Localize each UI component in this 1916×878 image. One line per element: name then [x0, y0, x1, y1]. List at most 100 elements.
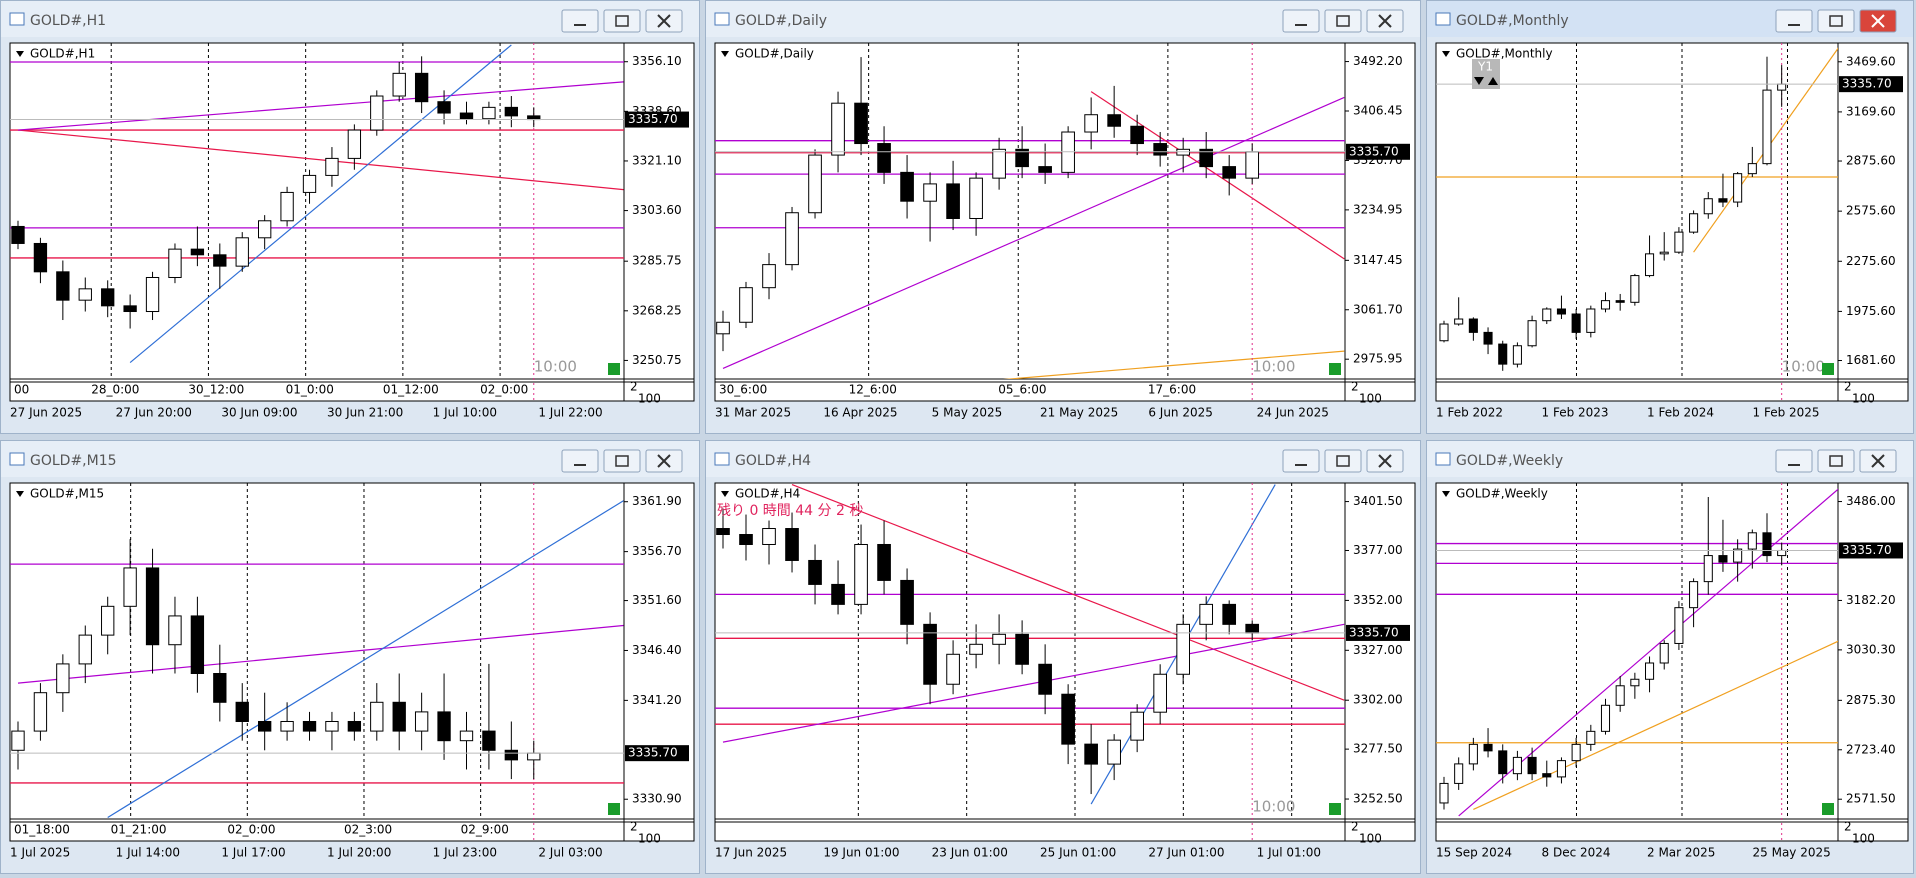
current-price-box	[1839, 542, 1903, 559]
indicator-scale-label: 100	[638, 832, 661, 846]
symbol-menu-arrow[interactable]	[721, 51, 729, 57]
minimize-button[interactable]	[1282, 449, 1320, 473]
candle-body	[101, 605, 115, 636]
candle-body	[1645, 253, 1655, 277]
maximize-icon	[1336, 455, 1350, 467]
trade-indicator	[1822, 803, 1834, 815]
candle-body	[123, 567, 137, 607]
candle-body	[280, 191, 294, 222]
minimize-button[interactable]	[1775, 9, 1813, 33]
indicator-scale-label: 100	[1359, 832, 1382, 846]
candle-body	[213, 254, 227, 267]
price-label: 3327.00	[1353, 643, 1403, 657]
candle-body	[1718, 198, 1728, 203]
candle-body	[1630, 678, 1640, 687]
indicator-scale-label: 100	[1852, 832, 1875, 846]
current-price-box	[625, 745, 689, 762]
price-label: 2571.50	[1846, 792, 1896, 806]
price-label: 3302.00	[1353, 693, 1403, 707]
current-price-label: 3335.70	[628, 112, 678, 126]
time-label: 1 Jul 01:00	[1257, 846, 1321, 860]
window-icon	[714, 452, 730, 466]
candle-body	[1542, 308, 1552, 322]
price-label: 2275.60	[1846, 254, 1896, 268]
time-label: 31 Mar 2025	[715, 406, 791, 420]
candle-body	[302, 720, 317, 732]
indicator-scale-label: 100	[1852, 392, 1875, 406]
candle-body	[459, 112, 474, 120]
candle-body	[1747, 532, 1757, 550]
candle-body	[437, 711, 451, 742]
candle-body	[56, 663, 70, 694]
maximize-button[interactable]	[603, 9, 641, 33]
price-label: 3234.95	[1353, 202, 1403, 216]
price-label: 3406.45	[1353, 104, 1403, 118]
symbol-label: GOLD#,Daily	[735, 47, 814, 61]
candle-body	[1556, 760, 1566, 778]
candle-body	[1130, 125, 1144, 145]
close-icon	[1871, 454, 1885, 468]
candle-body	[1556, 308, 1566, 315]
symbol-menu-arrow[interactable]	[1442, 51, 1450, 57]
separator-label: 02_0:00	[227, 823, 275, 837]
maximize-button[interactable]	[1324, 9, 1362, 33]
candle-body	[946, 183, 960, 219]
close-icon	[1378, 14, 1392, 28]
period-down[interactable]	[1474, 77, 1484, 85]
symbol-menu-arrow[interactable]	[16, 491, 24, 497]
maximize-button[interactable]	[1324, 449, 1362, 473]
candle-body	[459, 730, 474, 742]
candle-body	[1199, 603, 1214, 625]
maximize-button[interactable]	[603, 449, 641, 473]
time-label: 27 Jun 2025	[10, 406, 82, 420]
price-label: 3285.75	[632, 254, 682, 268]
minimize-button[interactable]	[1282, 9, 1320, 33]
candle-body	[1747, 163, 1757, 175]
time-label: 6 Jun 2025	[1148, 406, 1213, 420]
separator-label: 02_0:00	[480, 383, 528, 397]
time-note: 10:00	[1252, 798, 1295, 816]
maximize-button[interactable]	[1817, 9, 1855, 33]
candle-body	[831, 583, 845, 605]
price-label: 3321.10	[632, 153, 682, 167]
chart-frame	[1435, 482, 1909, 842]
trendline	[1090, 91, 1345, 260]
separator-label: 01_0:00	[286, 383, 334, 397]
candle-body	[1038, 166, 1052, 173]
window-icon	[9, 452, 25, 466]
candle-body	[11, 225, 25, 244]
time-label: 2 Mar 2025	[1647, 846, 1715, 860]
minimize-button[interactable]	[1775, 449, 1813, 473]
candle-body	[1439, 782, 1449, 804]
period-up[interactable]	[1488, 77, 1498, 85]
minimize-button[interactable]	[561, 9, 599, 33]
indicator-scale-label: 2	[1351, 380, 1359, 394]
candle-body	[1674, 231, 1684, 253]
candle-body	[1483, 743, 1493, 752]
price-label: 3486.00	[1846, 494, 1896, 508]
price-label: 2875.30	[1846, 693, 1896, 707]
separator-label: 05_6:00	[998, 383, 1046, 397]
time-label: 1 Jul 22:00	[538, 406, 602, 420]
window-icon	[714, 12, 730, 26]
candle-body	[1512, 756, 1522, 775]
candle-body	[969, 643, 983, 655]
maximize-icon	[1829, 15, 1843, 27]
candle-body	[1542, 773, 1552, 778]
price-label: 3061.70	[1353, 302, 1403, 316]
symbol-menu-arrow[interactable]	[1442, 491, 1450, 497]
minimize-button[interactable]	[561, 449, 599, 473]
candle-body	[504, 749, 519, 761]
separator-label: 02_9:00	[461, 823, 509, 837]
time-label: 1 Feb 2024	[1647, 406, 1714, 420]
current-price-label: 3335.70	[1349, 144, 1399, 158]
symbol-menu-arrow[interactable]	[721, 491, 729, 497]
symbol-menu-arrow[interactable]	[16, 51, 24, 57]
candle-body	[1733, 548, 1743, 563]
time-label: 1 Feb 2022	[1436, 406, 1503, 420]
candle-body	[504, 106, 519, 117]
candle-body	[1762, 89, 1772, 165]
candle-body	[1015, 633, 1029, 665]
candle-body	[325, 720, 339, 732]
maximize-button[interactable]	[1817, 449, 1855, 473]
